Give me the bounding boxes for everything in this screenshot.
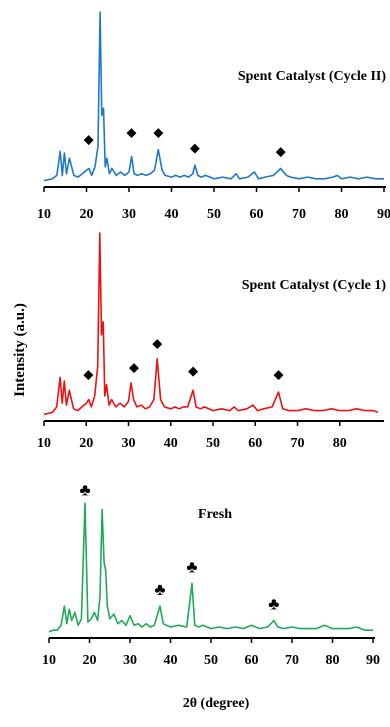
x-axis-label: 2θ (degree) <box>183 696 250 711</box>
x-tick-label-cycle2: 20 <box>80 207 94 222</box>
diamond-marker: ◆ <box>190 140 200 155</box>
x-tick-label-cycle2: 40 <box>165 207 179 222</box>
x-tick-label-cycle1: 70 <box>291 436 305 451</box>
x-tick-label-cycle1: 50 <box>206 436 220 451</box>
panel-cycle2: 10 20 30 40 50 60 70 80 90 ◆ ◆ ◆ ◆ ◆ Spent Catalyst (C… <box>37 11 390 222</box>
club-marker: ♣ <box>79 480 90 499</box>
diamond-marker: ◆ <box>129 359 139 374</box>
x-tick-label-fresh: 20 <box>83 653 97 668</box>
x-tick-label-fresh: 40 <box>164 653 178 668</box>
x-tick-label-cycle2: 50 <box>207 207 221 222</box>
y-axis-label: Intensity (a.u.) <box>12 303 28 397</box>
panel-fresh: 10 20 30 40 50 60 70 80 90 ♣ ♣ ♣ ♣ Fresh <box>42 480 380 668</box>
diamond-marker: ◆ <box>84 132 94 147</box>
club-marker: ♣ <box>154 580 165 599</box>
x-tick-label-cycle1: 30 <box>122 436 136 451</box>
x-tick-label-cycle2: 30 <box>122 207 136 222</box>
x-tick-label-fresh: 70 <box>285 653 299 668</box>
diamond-marker: ◆ <box>273 367 283 382</box>
panel-title-fresh: Fresh <box>198 507 232 522</box>
x-tick-label-fresh: 30 <box>123 653 137 668</box>
series-line-cycle1 <box>43 232 379 416</box>
x-tick-label-cycle2: 70 <box>292 207 306 222</box>
series-line-cycle2 <box>43 11 384 182</box>
x-tick-label-cycle2: 80 <box>335 207 349 222</box>
series-line-fresh <box>48 502 373 633</box>
x-tick-label-cycle1: 80 <box>333 436 347 451</box>
x-tick-label-fresh: 80 <box>326 653 340 668</box>
diamond-marker: ◆ <box>152 335 162 350</box>
panel-cycle1: 10 20 30 40 50 60 70 80 ◆ ◆ ◆ ◆ ◆ Spent Catalyst (Cyc… <box>37 232 387 451</box>
x-tick-label-fresh: 60 <box>245 653 259 668</box>
panel-title-cycle2: Spent Catalyst (Cycle II) <box>238 69 386 84</box>
x-tick-label-cycle1: 40 <box>164 436 178 451</box>
x-tick-label-cycle1: 60 <box>248 436 262 451</box>
diamond-marker: ◆ <box>127 125 137 140</box>
x-tick-label-cycle1: 10 <box>37 436 51 451</box>
club-marker: ♣ <box>186 558 197 577</box>
diamond-marker: ◆ <box>188 363 198 378</box>
x-tick-label-fresh: 10 <box>42 653 56 668</box>
x-tick-label-cycle1: 20 <box>79 436 93 451</box>
club-marker: ♣ <box>268 595 279 614</box>
x-tick-label-cycle2: 90 <box>377 207 390 222</box>
panel-title-cycle1: Spent Catalyst (Cycle 1) <box>242 278 387 293</box>
diamond-marker: ◆ <box>276 144 286 159</box>
diamond-marker: ◆ <box>153 125 163 140</box>
x-tick-label-cycle2: 10 <box>37 207 51 222</box>
x-tick-label-cycle2: 60 <box>250 207 264 222</box>
x-tick-label-fresh: 50 <box>204 653 218 668</box>
x-tick-label-fresh: 90 <box>366 653 380 668</box>
diamond-marker: ◆ <box>83 367 93 382</box>
